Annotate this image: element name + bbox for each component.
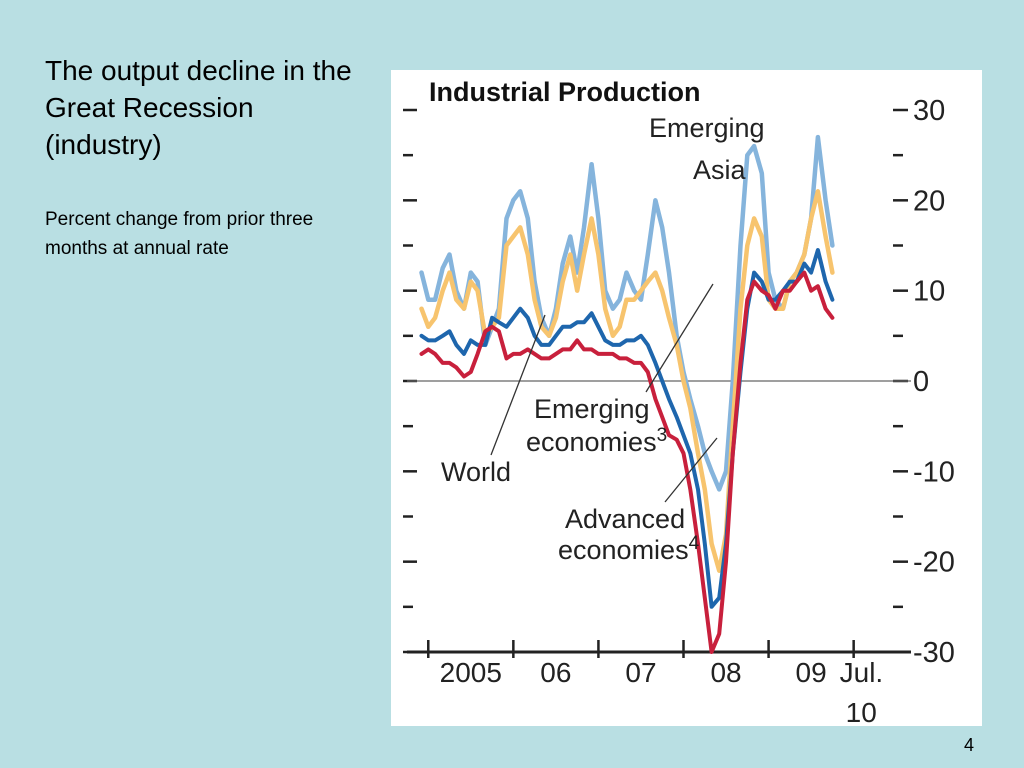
annotation-emerging-economies: Emerging economies3	[526, 394, 667, 457]
x-tick-label: 07	[625, 657, 656, 688]
leader-world	[490, 314, 546, 456]
slide-title: The output decline in the Great Recessio…	[45, 55, 352, 160]
axis-ticks: -30 -20 -10 0 10 20 30 2005 06 07 08 09 Jul. 10	[403, 95, 955, 726]
x-tick-label: 08	[710, 657, 741, 688]
annotation-emerging-economies-line2: economies	[526, 427, 657, 457]
annotation-world-line1: World	[441, 457, 511, 487]
leader-advanced-economies	[664, 437, 718, 503]
annotation-emerging-asia: Emerging Asia	[649, 113, 772, 185]
annotation-emerging-asia-line1: Emerging	[649, 113, 765, 143]
leader-emerging-economies	[645, 283, 714, 393]
annotation-advanced-economies-line1: Advanced	[565, 504, 685, 534]
x-tick-label: 09	[796, 657, 827, 688]
page-number: 4	[964, 735, 975, 755]
y-tick-label: -10	[913, 456, 955, 488]
y-tick-label: 10	[913, 276, 945, 308]
industrial-production-chart: Industrial Production -30 -20 -10 0 10 20 30 20…	[403, 77, 955, 726]
y-tick-label: -20	[913, 547, 955, 579]
annotation-emerging-economies-line1: Emerging	[534, 394, 650, 424]
annotation-leaders	[490, 283, 718, 503]
slide-subtitle: Percent change from prior three months a…	[45, 209, 314, 259]
x-tick-label: 2005	[440, 657, 502, 688]
x-tick-label-part: Jul.	[840, 657, 884, 688]
y-tick-label: 0	[913, 366, 929, 398]
chart-title: Industrial Production	[429, 77, 701, 107]
annotation-emerging-asia-line2: Asia	[693, 155, 747, 185]
x-tick-label: 06	[540, 657, 571, 688]
annotation-advanced-economies-line2: economies	[558, 535, 689, 565]
annotation-advanced-economies-sup: 4	[689, 533, 700, 554]
series-line-advanced-economies	[419, 270, 835, 654]
y-tick-label: 30	[913, 95, 945, 127]
annotation-advanced-economies: Advanced economies4	[558, 504, 700, 565]
annotation-world: World	[441, 457, 511, 487]
x-tick-label-part: 10	[846, 697, 877, 726]
x-tick-label: Jul. 10	[840, 657, 884, 726]
annotation-emerging-economies-sup: 3	[657, 425, 668, 446]
chart-panel: Industrial Production -30 -20 -10 0 10 20 30 20…	[391, 70, 982, 726]
y-tick-label: 20	[913, 185, 945, 217]
y-tick-label: -30	[913, 637, 955, 669]
series-lines	[419, 134, 835, 654]
annotations: Emerging Asia Emerging economies3 World …	[441, 113, 772, 565]
